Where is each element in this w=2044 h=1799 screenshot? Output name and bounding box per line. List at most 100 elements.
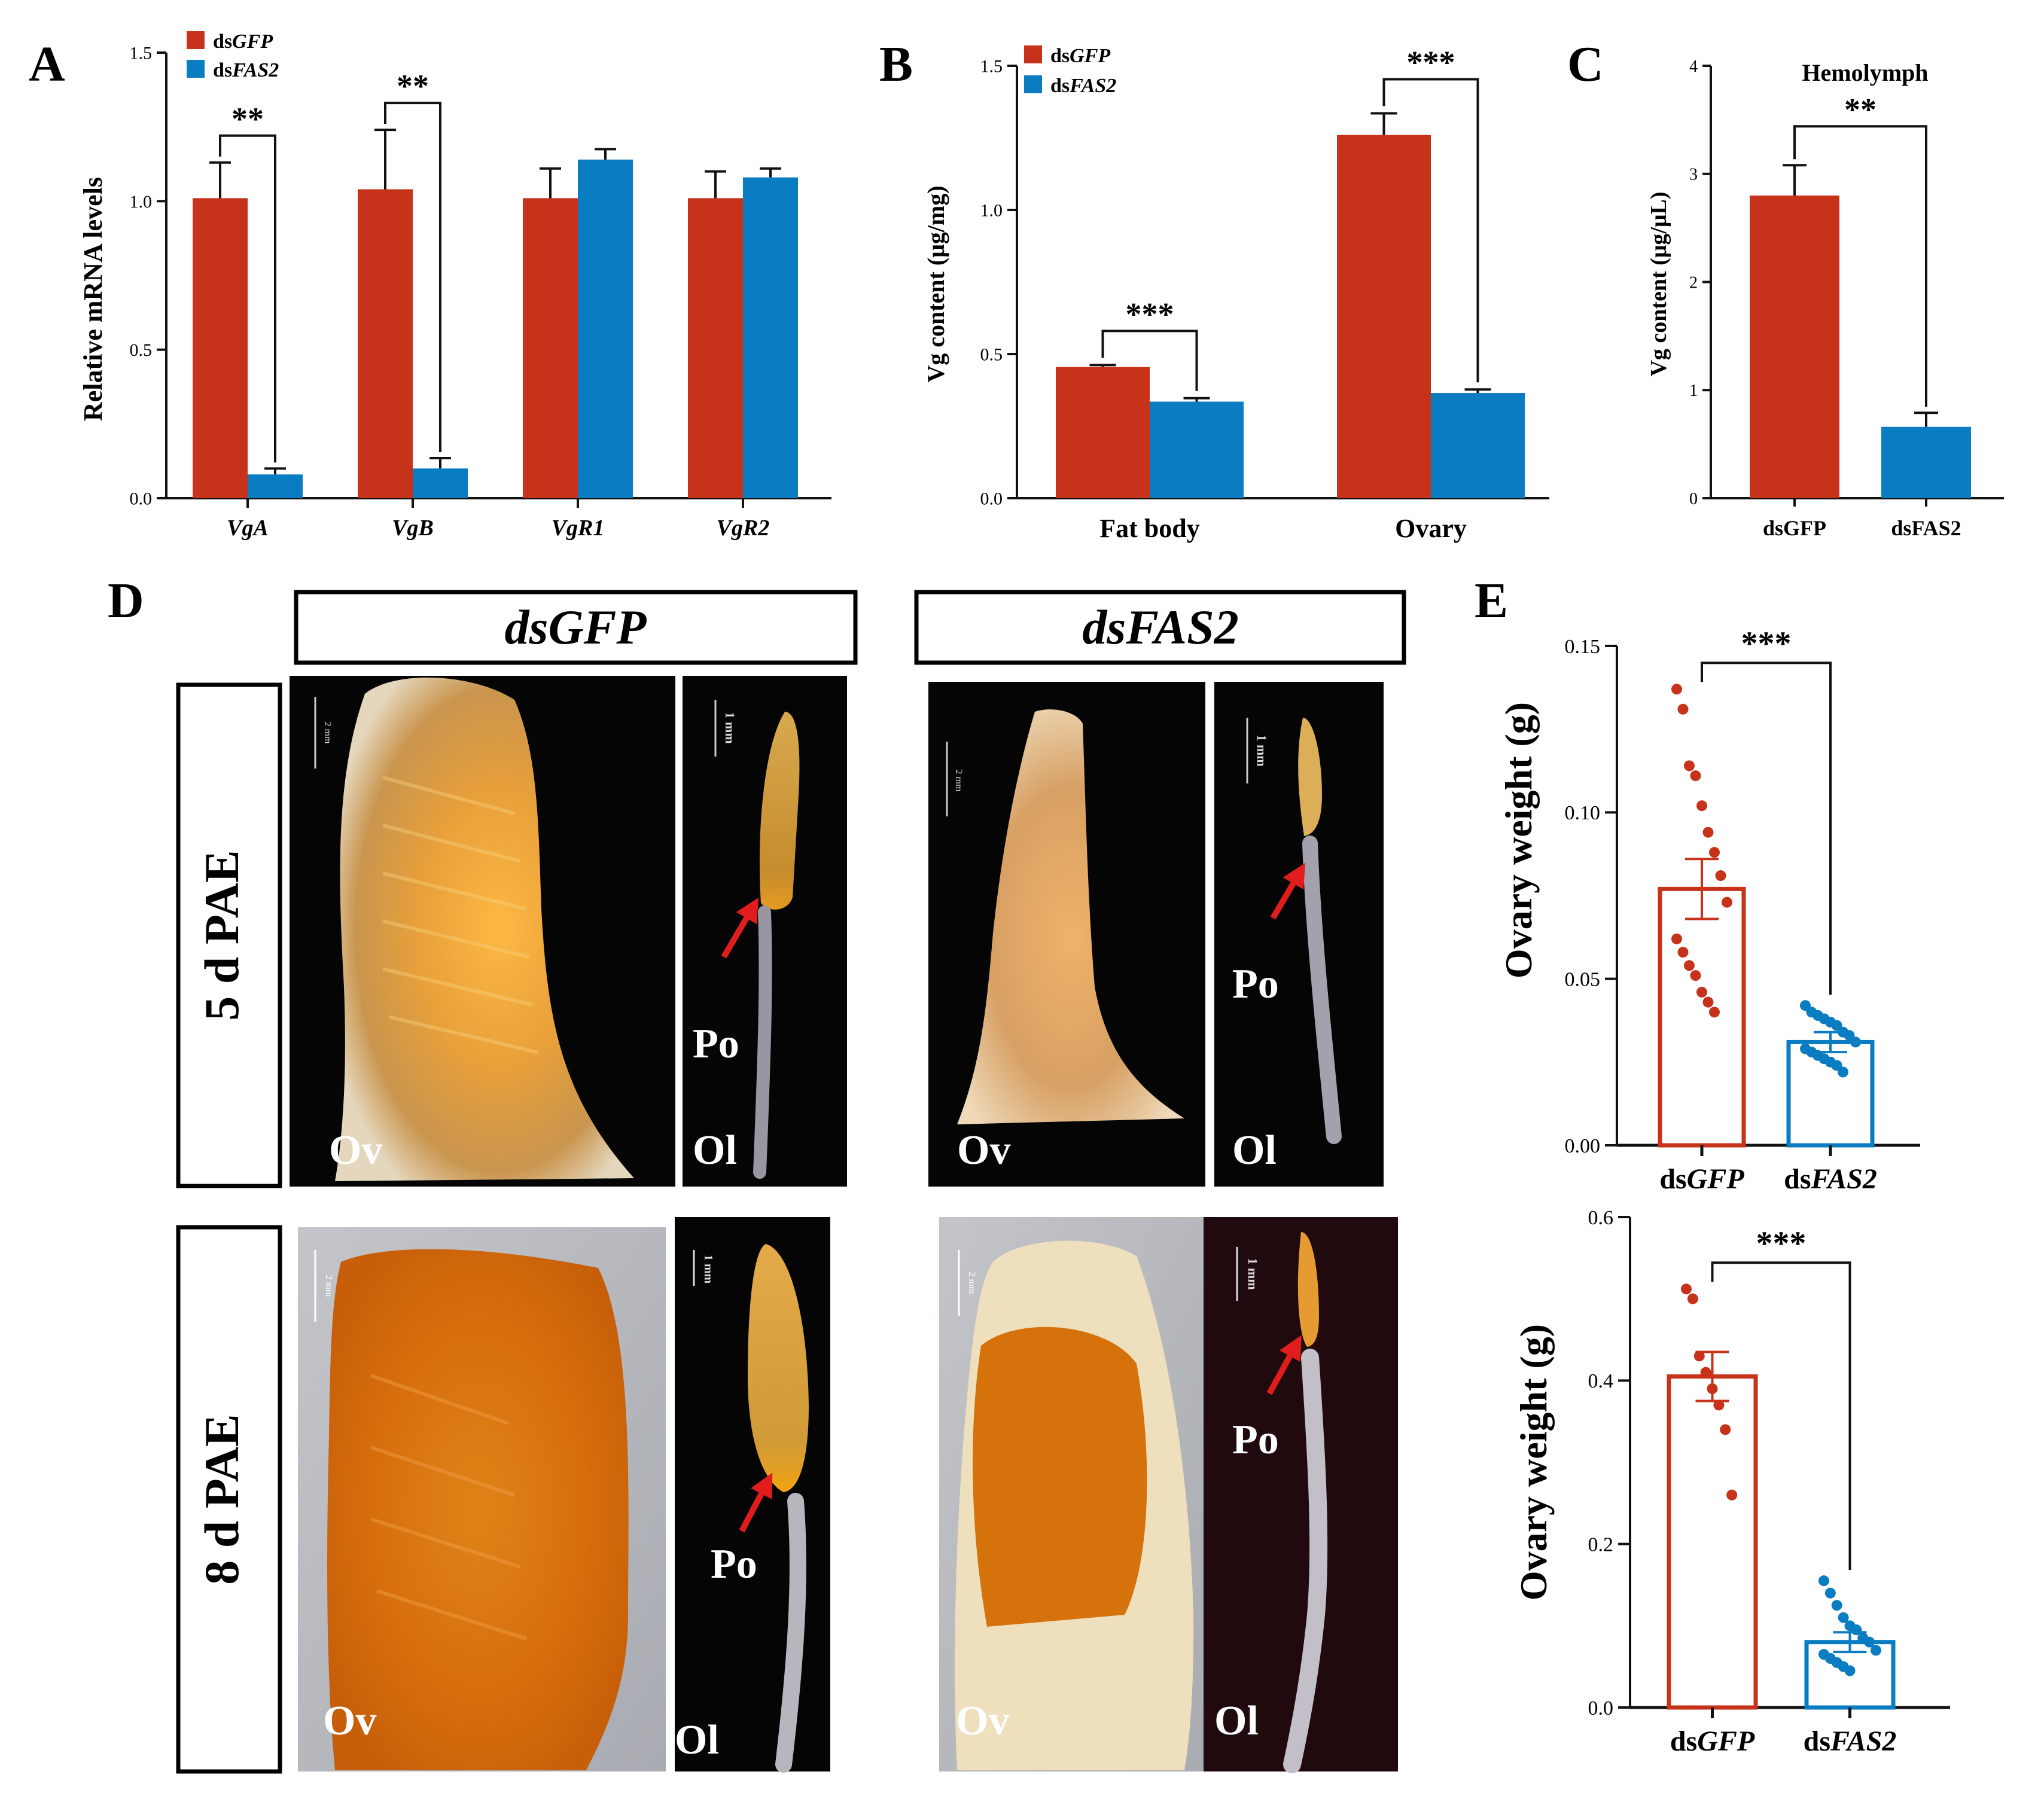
x-tick-label: VgA — [227, 516, 269, 541]
x-tick-label: dsFAS2 — [1784, 1163, 1877, 1195]
x-tick-label-italic: GFP — [1697, 1725, 1755, 1757]
data-point-gfp — [1702, 827, 1714, 838]
x-tick-label: dsFAS2 — [1804, 1725, 1897, 1757]
y-tick-label: 0.6 — [1588, 1207, 1614, 1229]
x-tick-label-prefix: ds — [1804, 1725, 1830, 1757]
significance-bracket — [1711, 1261, 1851, 1571]
data-point-gfp — [1696, 986, 1707, 998]
y-tick-label: 1 — [1689, 382, 1698, 400]
data-point-gfp — [1715, 870, 1726, 882]
x-tick-label: VgB — [392, 516, 434, 541]
scale-label: 1 mm — [723, 712, 738, 743]
data-point-gfp — [1677, 703, 1689, 715]
label-po: Po — [693, 1021, 739, 1067]
data-point-gfp — [1709, 847, 1720, 858]
chart-c-axes: 0 1 2 3 4 dsGFP dsFAS2 ** — [1689, 57, 2004, 540]
data-point-gfp — [1707, 1383, 1718, 1394]
label-ol: Ol — [1214, 1698, 1259, 1744]
data-point-gfp — [1681, 1283, 1692, 1295]
scale-label: 1 mm — [1254, 734, 1269, 766]
y-tick-label: 0.10 — [1565, 802, 1601, 824]
data-point-fas2 — [1844, 1665, 1856, 1676]
row-header-8d: 8 d PAE — [194, 1414, 249, 1585]
x-tick-label-italic: FAS2 — [1811, 1163, 1877, 1195]
legend-label-italic: FAS2 — [231, 59, 279, 81]
y-tick-label: 1.0 — [980, 201, 1003, 221]
x-tick-label: dsGFP — [1763, 516, 1826, 540]
ovary-shape — [957, 709, 1184, 1124]
label-ol: Ol — [693, 1127, 737, 1173]
legend-swatch — [1024, 45, 1042, 63]
label-ov: Ov — [329, 1127, 382, 1173]
bar-gfp — [1658, 886, 1746, 1148]
scale-label: 2 mm — [954, 770, 964, 792]
significance-bracket — [1382, 78, 1479, 383]
red-arrow — [1270, 862, 1306, 920]
chart-a-axes: 0.0 0.5 1.0 1.5 VgA VgB VgR1 VgR2 ** ** — [130, 44, 831, 541]
row-header-5d: 5 d PAE — [194, 850, 249, 1021]
data-point-gfp — [1690, 970, 1701, 981]
legend-label-italic: GFP — [1070, 45, 1110, 67]
legend-label-prefix: ds — [213, 31, 232, 53]
significance-label: ** — [1844, 92, 1877, 127]
significance-bracket — [384, 102, 441, 452]
col-header-fas2: dsFAS2 — [1082, 600, 1238, 654]
legend-label: dsFAS2 — [213, 59, 279, 81]
significance-bracket — [1793, 125, 1927, 407]
data-point-fas2 — [1851, 1624, 1862, 1636]
label-ol: Ol — [675, 1717, 719, 1763]
bar-gfp — [1750, 195, 1839, 498]
scale-label: 2 mm — [322, 722, 333, 744]
data-point-gfp — [1726, 1489, 1738, 1501]
bar-fas2 — [1150, 401, 1244, 498]
red-arrow — [1266, 1335, 1302, 1395]
x-tick-label-italic: GFP — [1687, 1163, 1745, 1195]
x-tick-label: dsGFP — [1659, 1163, 1744, 1195]
significance-label: *** — [1126, 296, 1174, 332]
ovary-shape — [335, 677, 634, 1181]
data-point-fas2 — [1824, 1587, 1836, 1599]
significance-label: *** — [1741, 625, 1792, 662]
label-po: Po — [1232, 1417, 1279, 1463]
bar-gfp — [193, 198, 248, 498]
image-8d-fas2-ovariole: 1 mm Po Ol — [1204, 1217, 1398, 1773]
chart-e-top-ylabel: Ovary weight (g) — [1497, 702, 1540, 978]
image-5d-gfp-ovariole: 1 mm Po Ol — [683, 676, 847, 1187]
x-tick-label-prefix: ds — [1784, 1163, 1811, 1195]
y-tick-label: 0.00 — [1565, 1135, 1601, 1157]
chart-c-title: Hemolymph — [1802, 59, 1928, 86]
legend-label-italic: GFP — [232, 31, 273, 53]
y-tick-label: 4 — [1689, 57, 1698, 76]
data-point-gfp — [1684, 760, 1695, 772]
data-point-fas2 — [1871, 1645, 1881, 1656]
oocyte-shape — [759, 712, 800, 910]
legend-label-prefix: ds — [1050, 45, 1070, 67]
data-point-gfp — [1671, 933, 1682, 944]
y-tick-label: 0.05 — [1565, 969, 1601, 991]
oocyte-shape — [748, 1244, 809, 1492]
y-tick-label: 0.4 — [1588, 1370, 1614, 1392]
x-tick-label: dsGFP — [1670, 1725, 1755, 1757]
panel-label-a: A — [29, 36, 65, 92]
label-ov: Ov — [957, 1127, 1010, 1173]
label-ov: Ov — [323, 1698, 376, 1744]
x-tick-label: dsFAS2 — [1891, 516, 1961, 540]
data-point-gfp — [1690, 770, 1701, 782]
label-ol: Ol — [1232, 1127, 1277, 1173]
y-tick-label: 0.0 — [130, 489, 153, 509]
y-tick-label: 0.15 — [1565, 636, 1601, 658]
data-point-gfp — [1684, 960, 1695, 971]
image-5d-gfp-ovary: 2 mm Ov — [290, 676, 675, 1187]
image-8d-gfp-ovariole: 1 mm Po Ol — [675, 1217, 830, 1773]
bar-fas2 — [248, 474, 303, 498]
bar-gfp — [1056, 367, 1150, 498]
data-point-gfp — [1687, 1293, 1698, 1304]
scale-label: 1 mm — [702, 1255, 715, 1284]
x-tick-label-prefix: ds — [1670, 1725, 1697, 1757]
